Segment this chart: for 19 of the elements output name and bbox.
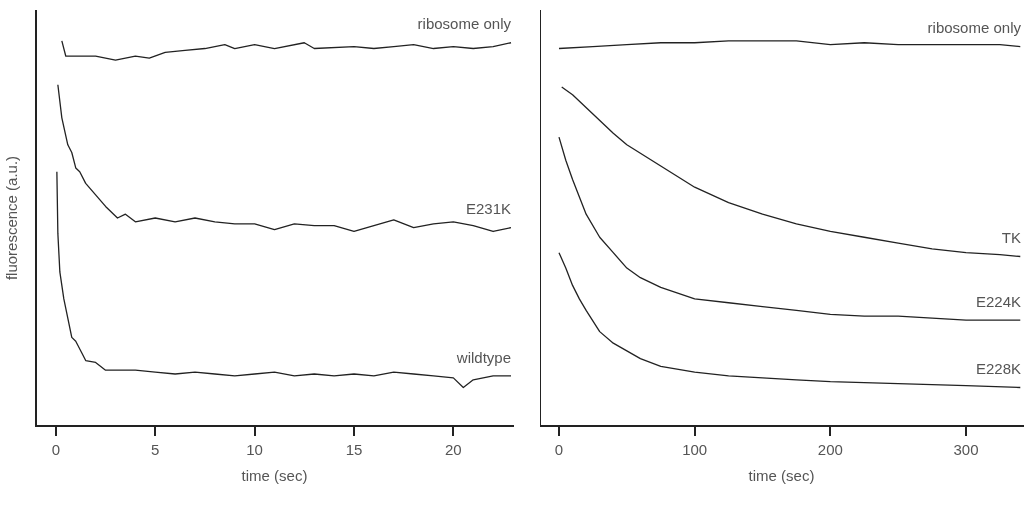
- x-tick-label: 300: [953, 441, 979, 459]
- x-tick-label: 100: [682, 441, 708, 459]
- x-axis-title: time (sec): [748, 467, 815, 485]
- series-label: ribosome only: [417, 15, 512, 33]
- x-tick-label: 200: [817, 441, 843, 459]
- series-label: E231K: [465, 200, 511, 218]
- x-tick-label: 0: [554, 441, 564, 459]
- series-label: TK: [1001, 229, 1021, 247]
- series-label: E224K: [975, 292, 1021, 310]
- series-label: ribosome only: [927, 19, 1022, 37]
- series-label: E228K: [975, 360, 1021, 378]
- y-axis-title: fluorescence (a.u.): [3, 155, 21, 281]
- series-label: wildtype: [455, 348, 511, 366]
- x-tick-label: 20: [445, 441, 462, 459]
- x-tick-label: 10: [246, 441, 263, 459]
- x-axis-title: time (sec): [241, 467, 308, 485]
- x-tick-label: 0: [51, 441, 61, 459]
- x-tick-label: 15: [345, 441, 363, 459]
- x-tick-label: 5: [151, 441, 160, 459]
